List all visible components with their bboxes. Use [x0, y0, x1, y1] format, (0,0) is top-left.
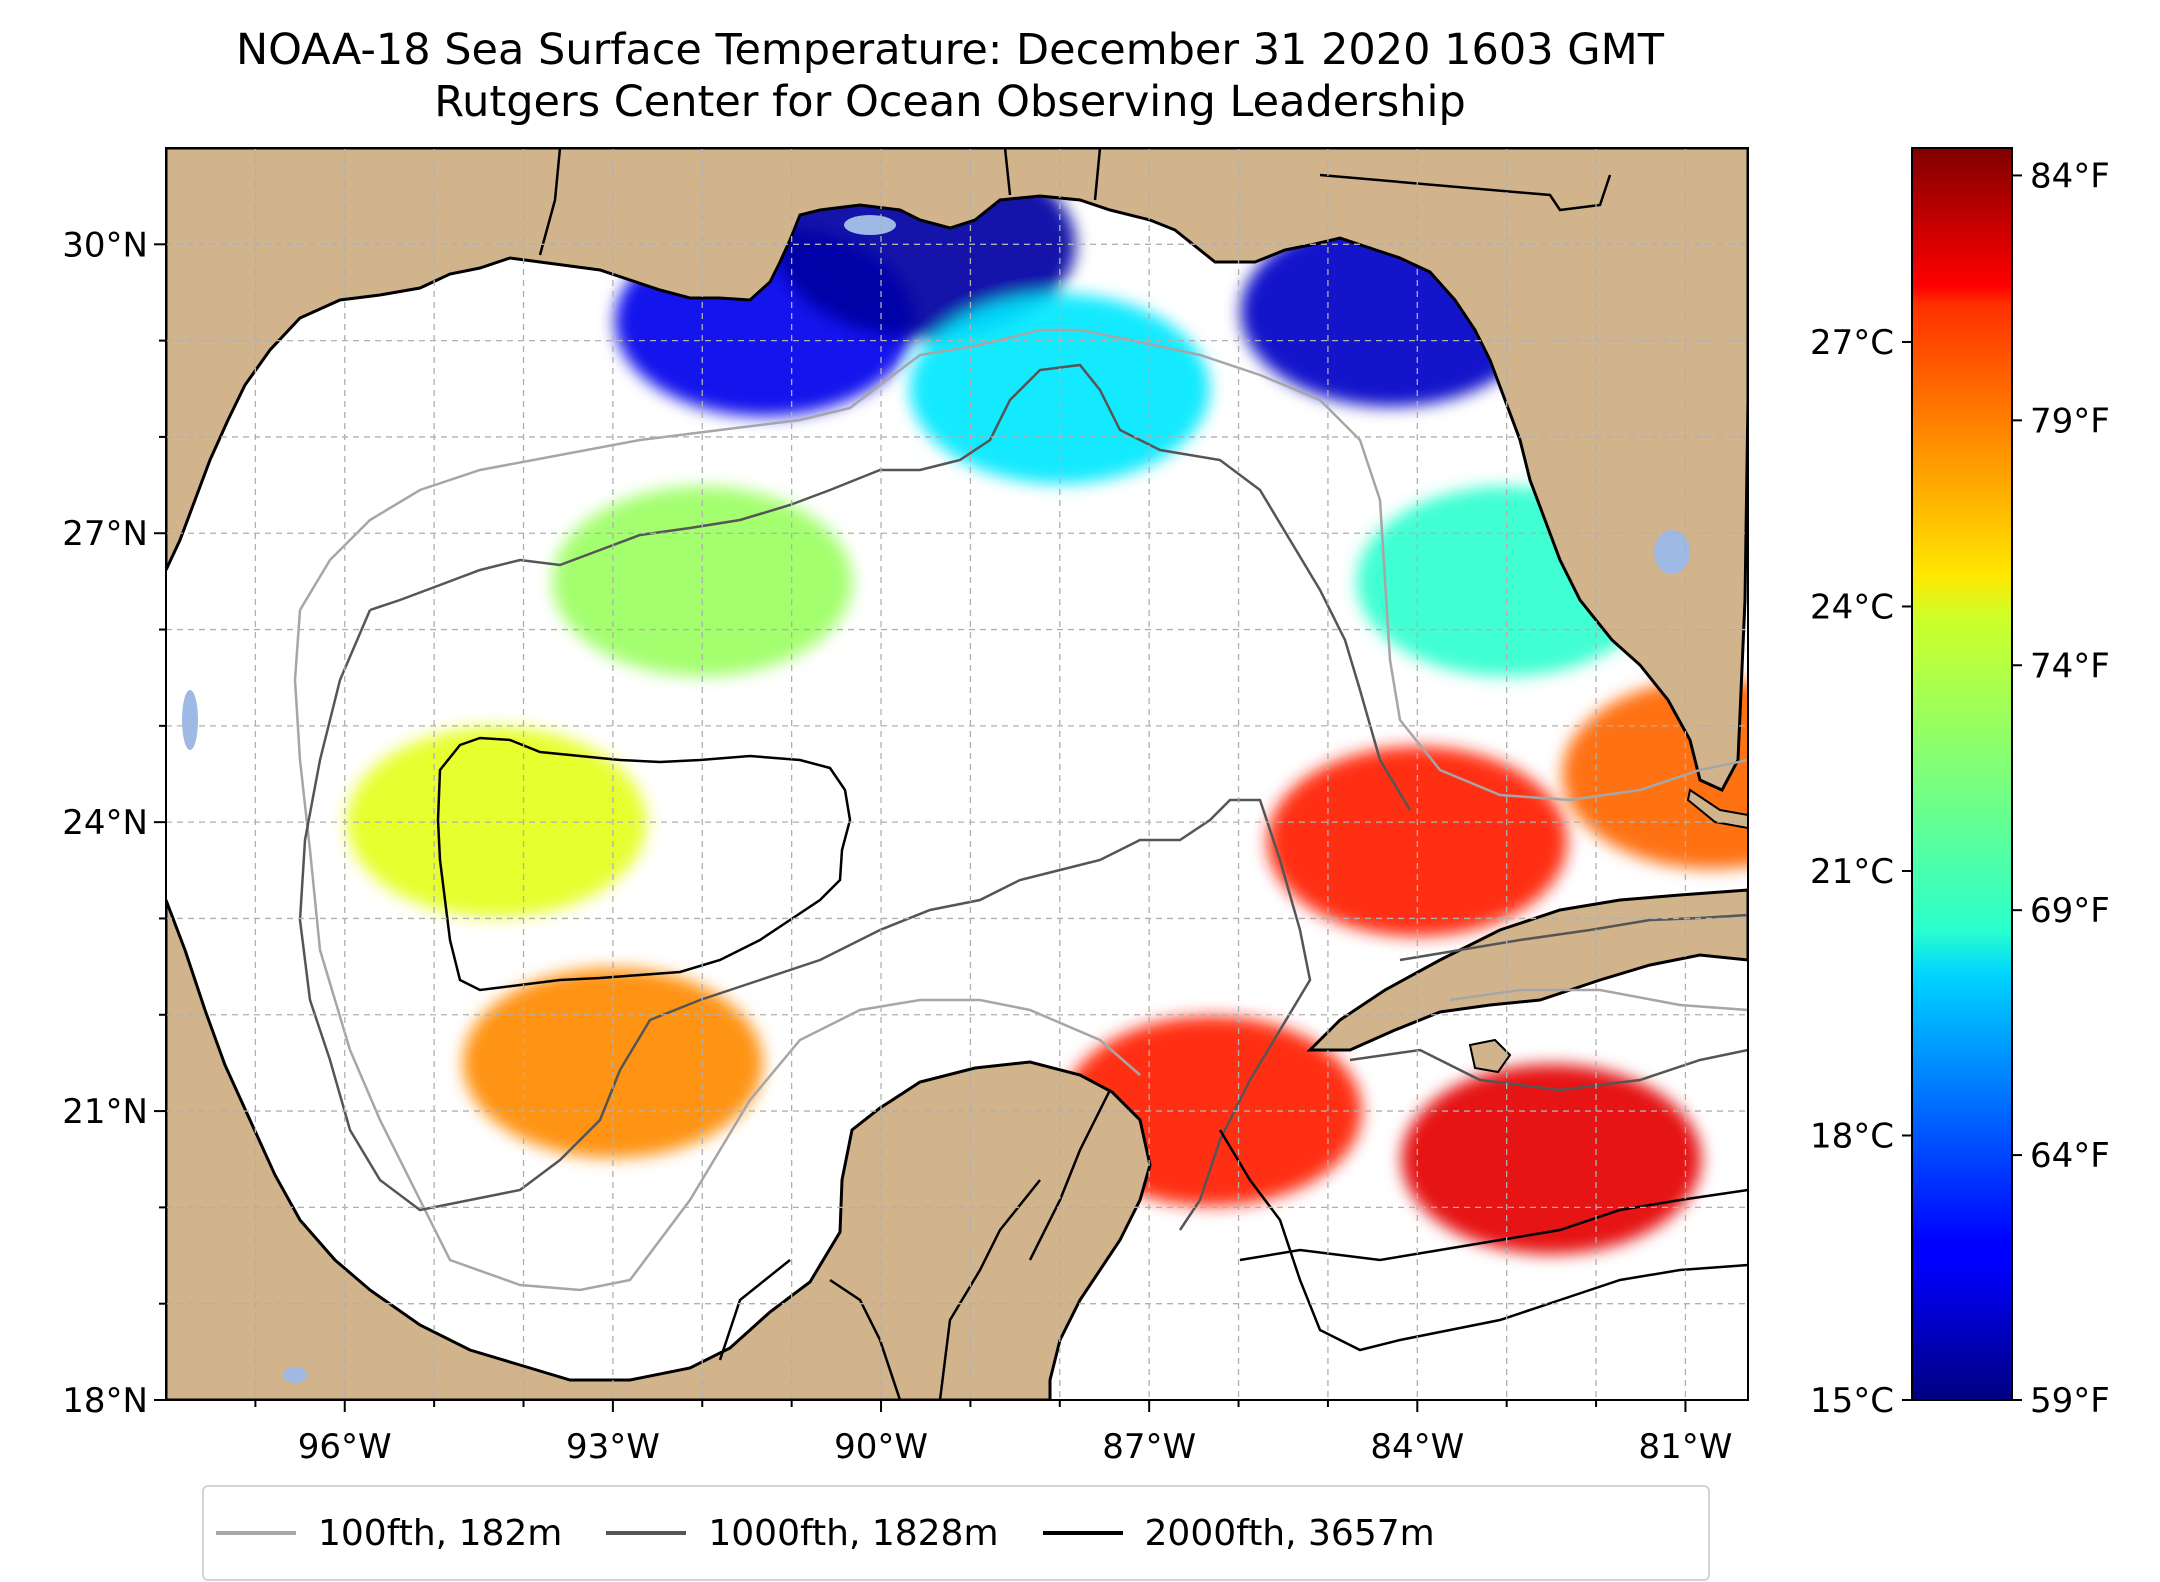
legend-label-100fth: 100fth, 182m	[318, 1512, 563, 1554]
colorbar-c-label: 24°C	[1810, 587, 1894, 627]
colorbar-f-label: 69°F	[2030, 891, 2110, 931]
x-tick-label: 90°W	[834, 1427, 928, 1467]
sst-region-9	[1401, 1064, 1702, 1255]
chart-subtitle: Rutgers Center for Ocean Observing Leade…	[434, 77, 1466, 127]
isla-juventud-land	[1468, 1038, 1512, 1074]
y-tick-label: 24°N	[62, 803, 148, 843]
legend-item-100fth: 100fth, 182m	[216, 1513, 562, 1554]
x-tick-label: 93°W	[566, 1427, 660, 1467]
colorbar-f-label: 59°F	[2030, 1381, 2110, 1421]
land	[166, 148, 1748, 1400]
colorbar-c-label: 18°C	[1810, 1116, 1894, 1156]
florida-keys-land	[1686, 788, 1748, 830]
colorbar-f-label: 64°F	[2030, 1136, 2110, 1176]
legend-item-2000fth: 2000fth, 3657m	[1042, 1512, 1435, 1554]
colorbar-axes: 15°C 18°C 21°C 24°C 27°C 59°F 64°F 69°F 74°F 79°F…	[1810, 156, 2110, 1421]
x-tick-label: 87°W	[1102, 1427, 1196, 1467]
y-tick-label: 30°N	[62, 225, 148, 265]
x-tick-label: 96°W	[298, 1427, 392, 1467]
legend-label-1000fth: 1000fth, 1828m	[708, 1512, 999, 1554]
lake-mexico	[283, 1367, 307, 1383]
colorbar-c-label: 27°C	[1810, 323, 1894, 363]
contour-1000fth	[298, 363, 1748, 1231]
cuba-land	[1306, 888, 1748, 1052]
bathymetry-contours	[293, 328, 1748, 1352]
legend-item-1000fth: 1000fth, 1828m	[606, 1512, 999, 1554]
lake-pontchartrain	[844, 215, 896, 235]
legend-label-2000fth: 2000fth, 3657m	[1144, 1512, 1435, 1554]
us-gulf-coast-land	[166, 148, 1748, 792]
borders	[538, 148, 1612, 1400]
y-tick-label: 21°N	[62, 1092, 148, 1132]
map-axes: 96°W 93°W 90°W 87°W 84°W 81°W 18°N 21°N 24°N 27°N…	[62, 225, 1732, 1467]
colorbar-c-label: 15°C	[1810, 1381, 1894, 1421]
lake-okeechobee	[1654, 530, 1690, 574]
y-tick-label: 18°N	[62, 1381, 148, 1421]
legend-swatch-100fth	[216, 1531, 296, 1535]
legend-swatch-2000fth	[1042, 1531, 1123, 1535]
x-tick-label: 81°W	[1638, 1427, 1732, 1467]
mexico-yucatan-land	[166, 899, 1152, 1400]
lake-coastal-texas	[182, 690, 198, 750]
sst-region-3	[909, 293, 1210, 484]
legend-swatch-1000fth	[606, 1531, 687, 1535]
chart-title: NOAA-18 Sea Surface Temperature: Decembe…	[236, 25, 1664, 75]
y-tick-label: 27°N	[62, 514, 148, 554]
map-frame	[165, 147, 1749, 1401]
contour-2000fth	[436, 736, 1748, 1352]
colorbar-f-label: 79°F	[2030, 401, 2110, 441]
x-tick-label: 84°W	[1370, 1427, 1464, 1467]
colorbar	[1911, 147, 2013, 1401]
bathymetry-legend: 100fth, 182m 1000fth, 1828m 2000fth, 365…	[202, 1485, 1710, 1581]
colorbar-f-label: 84°F	[2030, 156, 2110, 196]
colorbar-c-label: 21°C	[1810, 852, 1894, 892]
colorbar-f-label: 74°F	[2030, 646, 2110, 686]
contour-100fth	[293, 328, 1748, 1292]
